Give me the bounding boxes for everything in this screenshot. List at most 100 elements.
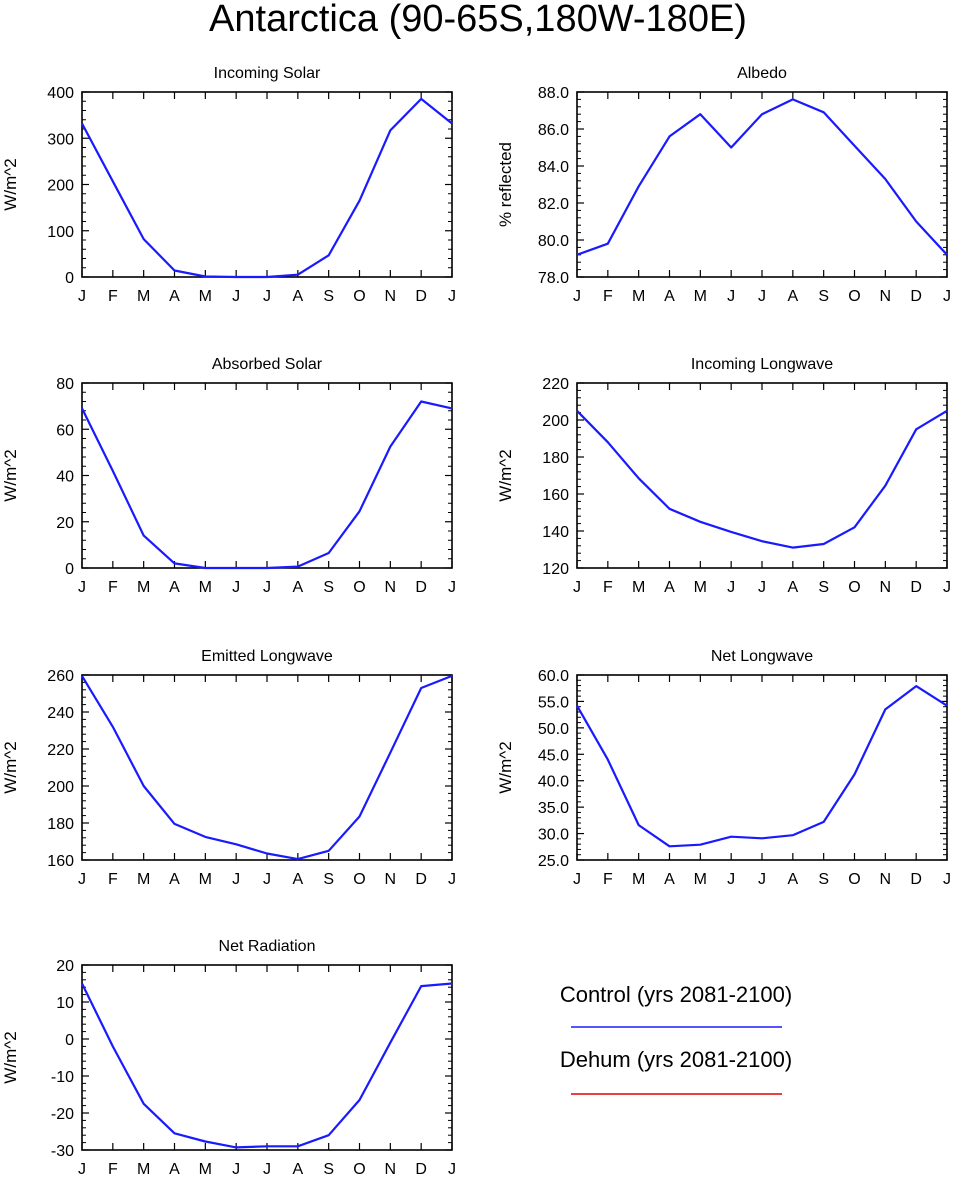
x-tick-label: J <box>727 871 735 888</box>
figure-title: Antarctica (90-65S,180W-180E) <box>209 0 747 40</box>
y-axis-label: W/m^2 <box>1 741 20 793</box>
x-tick-label: J <box>943 871 951 888</box>
x-tick-label: M <box>632 579 645 596</box>
x-tick-label: J <box>727 288 735 305</box>
x-tick-label: A <box>787 579 798 596</box>
y-tick-label: 50.0 <box>538 721 569 738</box>
y-tick-label: 160 <box>542 487 569 504</box>
x-tick-label: A <box>292 871 303 888</box>
x-tick-label: O <box>353 1161 365 1178</box>
x-tick-label: D <box>910 288 922 305</box>
y-tick-label: 240 <box>47 705 74 722</box>
y-tick-label: 200 <box>542 413 569 430</box>
x-tick-label: J <box>943 288 951 305</box>
y-tick-label: 140 <box>542 524 569 541</box>
x-tick-label: J <box>78 288 86 305</box>
x-tick-label: A <box>292 579 303 596</box>
x-tick-label: A <box>787 288 798 305</box>
x-tick-label: J <box>232 871 240 888</box>
legend: Control (yrs 2081-2100) Dehum (yrs 2081-… <box>560 982 792 1095</box>
x-tick-label: M <box>199 1161 212 1178</box>
y-tick-label: 25.0 <box>538 853 569 870</box>
x-tick-label: F <box>603 871 613 888</box>
y-tick-label: 400 <box>47 85 74 102</box>
y-tick-label: 40.0 <box>538 774 569 791</box>
x-tick-label: N <box>385 579 397 596</box>
y-tick-label: 0 <box>65 270 74 287</box>
x-tick-label: N <box>880 871 892 888</box>
x-tick-label: S <box>323 1161 334 1178</box>
y-tick-label: 180 <box>542 450 569 467</box>
x-tick-label: S <box>323 288 334 305</box>
chart-title: Net Longwave <box>711 648 813 665</box>
x-tick-label: J <box>448 871 456 888</box>
x-tick-label: J <box>758 871 766 888</box>
x-tick-label: J <box>758 579 766 596</box>
y-tick-label: 300 <box>47 131 74 148</box>
x-tick-label: M <box>137 579 150 596</box>
y-axis-label: W/m^2 <box>496 741 515 793</box>
y-tick-label: 55.0 <box>538 694 569 711</box>
x-tick-label: N <box>385 871 397 888</box>
x-tick-label: J <box>573 288 581 305</box>
y-tick-label: 180 <box>47 816 74 833</box>
y-tick-label: 100 <box>47 224 74 241</box>
y-tick-label: 10 <box>56 995 74 1012</box>
x-tick-label: D <box>415 1161 427 1178</box>
y-tick-label: 88.0 <box>538 85 569 102</box>
x-tick-label: A <box>292 1161 303 1178</box>
x-tick-label: N <box>385 288 397 305</box>
y-tick-label: -20 <box>51 1106 74 1123</box>
chart-title: Net Radiation <box>219 938 316 955</box>
x-tick-label: A <box>664 288 675 305</box>
x-tick-label: A <box>664 871 675 888</box>
chart-title: Incoming Longwave <box>691 356 833 373</box>
x-tick-label: D <box>415 871 427 888</box>
y-tick-label: 260 <box>47 668 74 685</box>
chart-title: Incoming Solar <box>214 65 321 82</box>
x-tick-label: F <box>108 871 118 888</box>
y-tick-label: 30.0 <box>538 827 569 844</box>
y-tick-label: 200 <box>47 178 74 195</box>
y-axis-label: W/m^2 <box>1 158 20 210</box>
y-axis-label: % reflected <box>496 142 515 227</box>
y-tick-label: 20 <box>56 515 74 532</box>
x-tick-label: D <box>910 579 922 596</box>
x-tick-label: J <box>263 579 271 596</box>
x-tick-label: D <box>910 871 922 888</box>
x-tick-label: M <box>199 288 212 305</box>
x-tick-label: O <box>353 871 365 888</box>
series-line-control <box>81 97 453 279</box>
x-tick-label: O <box>353 579 365 596</box>
x-tick-label: A <box>169 579 180 596</box>
y-tick-label: 60 <box>56 422 74 439</box>
series-line-control <box>81 674 453 861</box>
x-tick-label: S <box>818 579 829 596</box>
x-tick-label: S <box>323 579 334 596</box>
y-tick-label: 82.0 <box>538 196 569 213</box>
y-tick-label: 84.0 <box>538 159 569 176</box>
x-tick-label: J <box>232 288 240 305</box>
x-tick-label: O <box>353 288 365 305</box>
x-tick-label: O <box>848 288 860 305</box>
series-line-control <box>81 400 453 570</box>
x-tick-label: F <box>603 288 613 305</box>
x-tick-label: M <box>632 871 645 888</box>
y-tick-label: 120 <box>542 561 569 578</box>
x-tick-label: A <box>787 871 798 888</box>
x-tick-label: F <box>108 579 118 596</box>
x-tick-label: M <box>694 871 707 888</box>
x-tick-label: A <box>292 288 303 305</box>
x-tick-label: M <box>694 579 707 596</box>
y-tick-label: 80 <box>56 376 74 393</box>
y-tick-label: -30 <box>51 1143 74 1160</box>
x-tick-label: N <box>385 1161 397 1178</box>
x-tick-label: J <box>232 1161 240 1178</box>
series-line-control <box>81 982 453 1149</box>
x-tick-label: F <box>108 288 118 305</box>
chart-title: Albedo <box>737 65 787 82</box>
